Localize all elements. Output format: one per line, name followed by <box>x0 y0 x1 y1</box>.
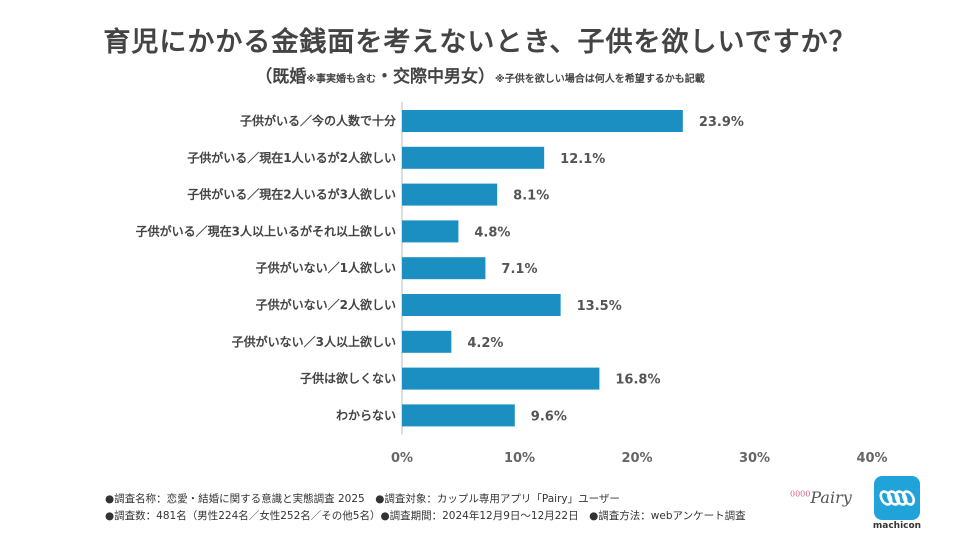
subtitle-note-1: ※事実婚も含む <box>306 74 376 85</box>
data-label: 23.9% <box>699 115 744 130</box>
bar <box>402 220 459 243</box>
x-tick-label: 30% <box>739 451 770 466</box>
footer-line-2: ●調査数：481名（男性224名／女性252名／その他5名）●調査期間：2024… <box>105 510 746 522</box>
bar <box>402 257 486 280</box>
category-label: 子供がいない／3人以上欲しい <box>232 334 396 349</box>
category-label: 子供がいない／1人欲しい <box>256 260 396 275</box>
data-label: 13.5% <box>577 299 622 314</box>
machicon-logo-text: machicon <box>872 521 922 531</box>
pairy-logo-text: Pairy <box>810 488 852 507</box>
footer-line-1: ●調査名称：恋愛・結婚に関する意識と実態調査 2025 ●調査対象：カップル専用… <box>105 493 620 505</box>
category-label: 子供がいない／2人欲しい <box>256 297 396 312</box>
category-label: 子供がいる／現在1人いるが2人欲しい <box>187 150 396 165</box>
machicon-rings-icon <box>879 490 915 506</box>
data-label: 9.6% <box>531 409 567 424</box>
pairy-logo-dots: 0000 <box>790 489 811 499</box>
bar <box>402 183 498 206</box>
bar <box>402 367 600 390</box>
data-label: 16.8% <box>615 373 660 388</box>
category-label: わからない <box>336 408 396 422</box>
category-label: 子供がいる／現在2人いるが3人欲しい <box>187 187 396 202</box>
machicon-logo-icon <box>874 476 920 520</box>
subtitle-mid: ・交際中男女） <box>376 67 495 87</box>
page-subtitle: （既婚※事実婚も含む・交際中男女）※子供を欲しい場合は何人を希望するかも記載 <box>0 62 960 87</box>
bar <box>402 110 683 132</box>
bar <box>402 404 515 427</box>
category-label: 子供は欲しくない <box>300 371 396 386</box>
data-label: 12.1% <box>560 152 605 167</box>
data-label: 8.1% <box>513 189 549 204</box>
page-title: 育児にかかる金銭面を考えないとき、子供を欲しいですか？ <box>103 27 857 58</box>
x-tick-label: 40% <box>856 451 887 466</box>
data-label: 4.2% <box>467 336 503 351</box>
pairy-logo: 0000Pairy <box>790 488 852 507</box>
bar <box>402 146 545 169</box>
category-label: 子供がいる／現在3人以上いるがそれ以上欲しい <box>136 223 396 238</box>
x-tick-label: 10% <box>504 451 535 466</box>
data-label: 4.8% <box>474 225 510 240</box>
bar <box>402 294 561 316</box>
x-tick-label: 20% <box>621 451 652 466</box>
data-label: 7.1% <box>501 262 537 277</box>
subtitle-open: （既婚 <box>255 67 307 87</box>
bar <box>402 330 452 353</box>
subtitle-note-2: ※子供を欲しい場合は何人を希望するかも記載 <box>495 74 705 85</box>
category-label: 子供がいる／今の人数で十分 <box>240 113 396 128</box>
x-tick-label: 0% <box>391 451 413 466</box>
